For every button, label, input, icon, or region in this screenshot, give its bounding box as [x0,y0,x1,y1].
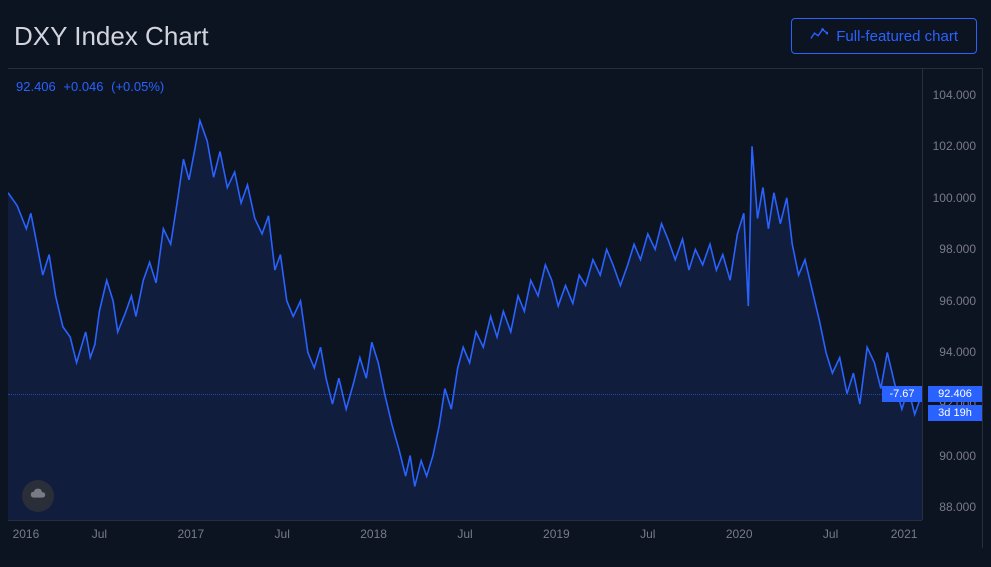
x-axis: 2016 Jul 2017 Jul 2018 Jul 2019 Jul 2020 Jul 2021 [8,520,922,548]
x-tick-label: 2021 [891,527,918,541]
x-tick-label: 2020 [726,527,753,541]
y-tick-label: 88.000 [939,500,976,514]
price-current-badge: 92.406 [928,386,982,402]
legend-value: 92.406 [16,79,56,94]
x-tick-label: Jul [92,527,107,541]
snapshot-button[interactable] [22,480,54,512]
x-tick-label: 2019 [543,527,570,541]
chart-container[interactable]: 92.406 +0.046 (+0.05%) 88.00090.00092.00… [8,68,983,548]
x-tick-label: Jul [457,527,472,541]
y-tick-label: 96.000 [939,294,976,308]
chart-legend: 92.406 +0.046 (+0.05%) [16,79,164,94]
x-tick-label: 2016 [13,527,40,541]
cloud-icon [29,487,47,506]
x-tick-label: Jul [640,527,655,541]
price-change-badge: -7.67 [882,386,922,402]
x-tick-label: 2017 [177,527,204,541]
legend-change-pct: (+0.05%) [111,79,164,94]
x-tick-label: Jul [823,527,838,541]
x-tick-label: 2018 [360,527,387,541]
y-tick-label: 100.000 [933,191,976,205]
y-tick-label: 98.000 [939,242,976,256]
page-title: DXY Index Chart [14,21,209,52]
legend-change-abs: +0.046 [63,79,103,94]
y-tick-label: 102.000 [933,139,976,153]
y-axis: 88.00090.00092.00094.00096.00098.000100.… [922,69,982,520]
x-tick-label: Jul [275,527,290,541]
full-featured-chart-button[interactable]: Full-featured chart [791,18,977,54]
plot-area[interactable] [8,69,922,520]
countdown-badge: 3d 19h [928,405,982,421]
y-tick-label: 90.000 [939,449,976,463]
y-tick-label: 104.000 [933,88,976,102]
chart-icon [810,27,828,45]
y-tick-label: 94.000 [939,345,976,359]
current-price-line [8,394,922,395]
full-featured-chart-label: Full-featured chart [836,28,958,45]
